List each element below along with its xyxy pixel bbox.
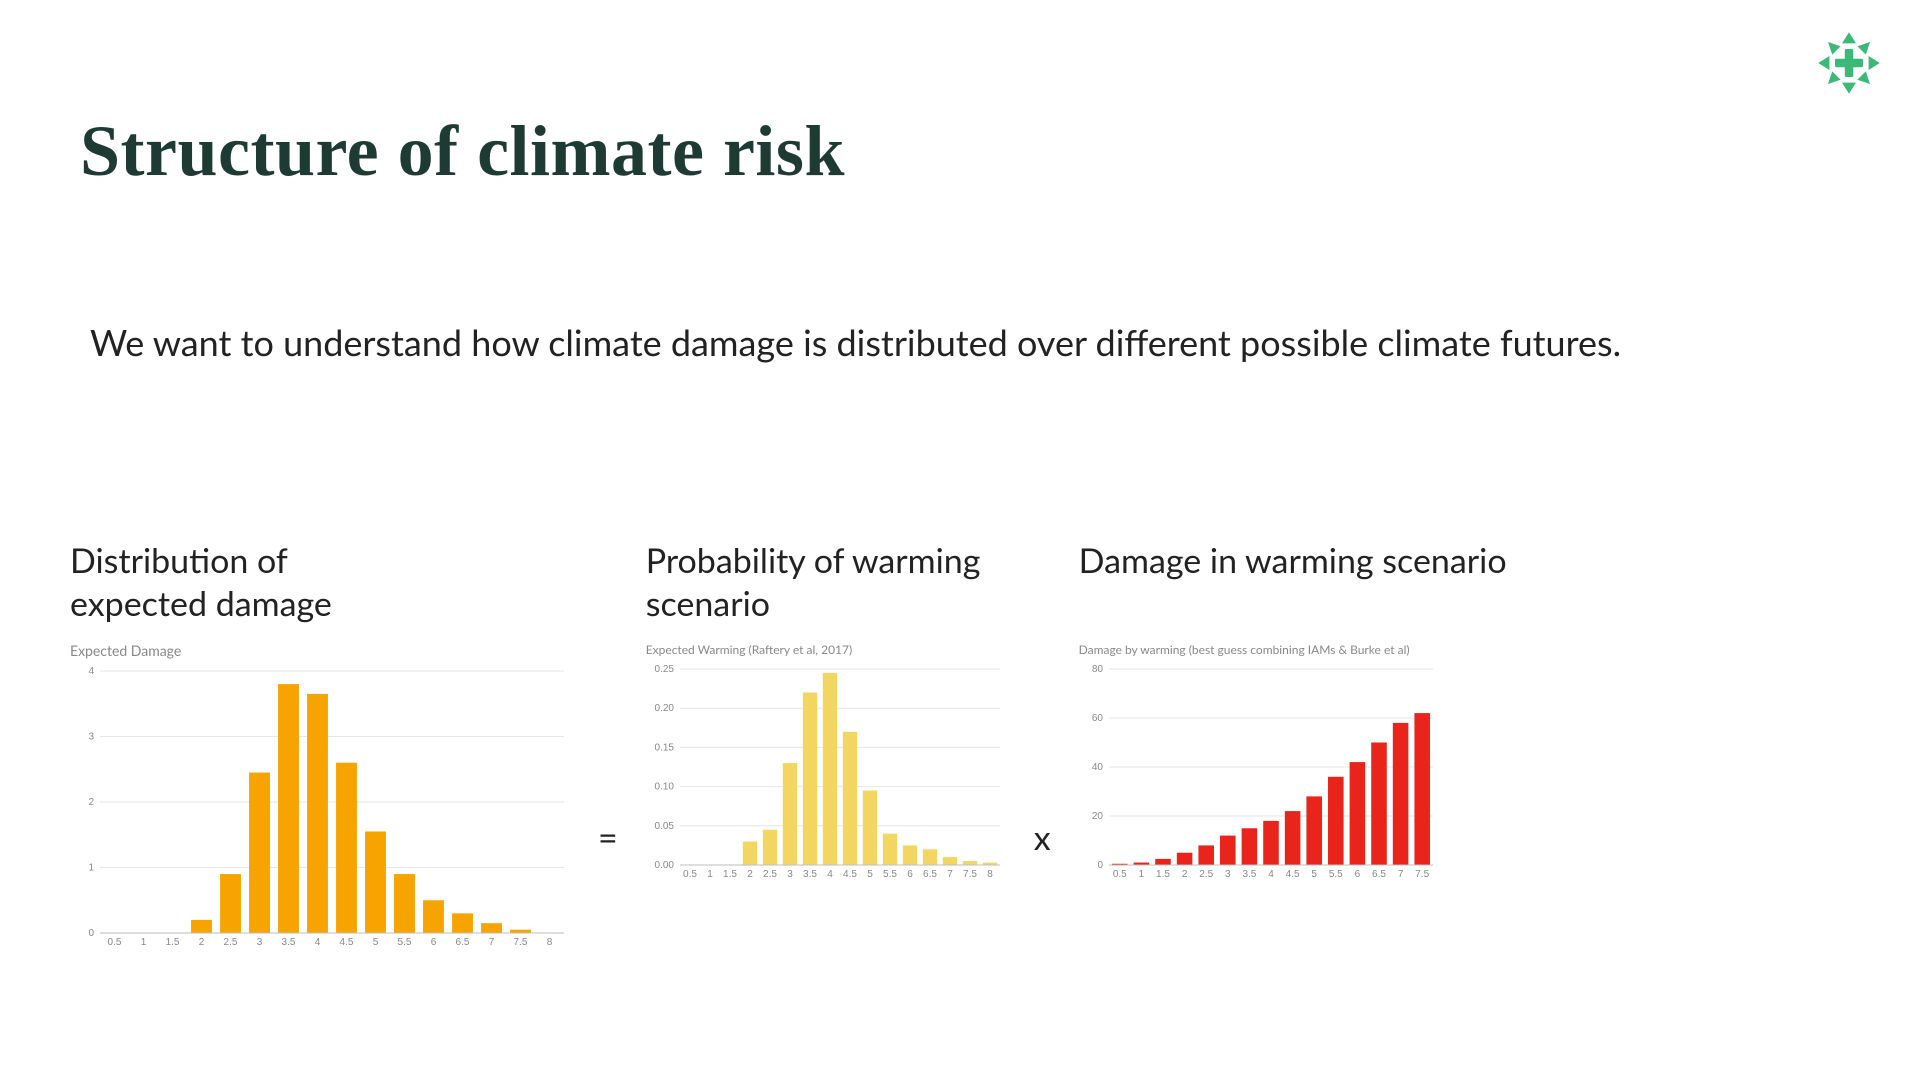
svg-text:1.5: 1.5 <box>1156 869 1170 880</box>
svg-text:2.5: 2.5 <box>763 869 777 880</box>
svg-text:20: 20 <box>1092 811 1104 822</box>
svg-text:0.5: 0.5 <box>683 869 697 880</box>
svg-text:6.5: 6.5 <box>1372 869 1386 880</box>
svg-text:4.5: 4.5 <box>340 937 354 948</box>
svg-text:7.5: 7.5 <box>963 869 977 880</box>
svg-text:3.5: 3.5 <box>803 869 817 880</box>
svg-text:0: 0 <box>88 928 94 939</box>
page-subtitle: We want to understand how climate damage… <box>90 320 1621 364</box>
equals-operator: = <box>570 637 646 858</box>
svg-text:2: 2 <box>199 937 205 948</box>
svg-text:6: 6 <box>431 937 437 948</box>
brand-logo-icon <box>1814 28 1884 98</box>
times-operator: x <box>1006 637 1079 858</box>
svg-text:3: 3 <box>1225 869 1231 880</box>
svg-text:0.20: 0.20 <box>654 703 674 714</box>
svg-text:6: 6 <box>1354 869 1360 880</box>
svg-text:7: 7 <box>947 869 953 880</box>
svg-text:0.10: 0.10 <box>654 782 674 793</box>
svg-text:0.15: 0.15 <box>654 742 674 753</box>
svg-text:2: 2 <box>747 869 753 880</box>
svg-text:7.5: 7.5 <box>1415 869 1429 880</box>
chart-expected-damage: Expected Damage012340.511.522.533.544.55… <box>70 642 570 955</box>
svg-text:3.5: 3.5 <box>282 937 296 948</box>
svg-text:8: 8 <box>987 869 993 880</box>
svg-text:0.25: 0.25 <box>654 664 674 675</box>
panel-label-damage: Distribution ofexpected damage <box>70 540 570 630</box>
chart-scenario-damage: Damage by warming (best guess combining … <box>1079 642 1439 883</box>
svg-text:2.5: 2.5 <box>1199 869 1213 880</box>
svg-text:5.5: 5.5 <box>1329 869 1343 880</box>
svg-text:2: 2 <box>1181 869 1187 880</box>
svg-text:0.05: 0.05 <box>654 821 674 832</box>
svg-text:4.5: 4.5 <box>1285 869 1299 880</box>
panel-scenario-damage: Damage in warming scenario Damage by war… <box>1079 540 1507 883</box>
slide: Structure of climate risk We want to und… <box>0 0 1920 1080</box>
svg-text:6: 6 <box>907 869 913 880</box>
svg-text:3.5: 3.5 <box>1242 869 1256 880</box>
svg-text:0: 0 <box>1097 860 1103 871</box>
panel-label-scenario: Damage in warming scenario <box>1079 540 1507 630</box>
svg-text:40: 40 <box>1092 762 1104 773</box>
svg-text:5: 5 <box>373 937 379 948</box>
svg-text:0.5: 0.5 <box>1113 869 1127 880</box>
svg-text:1: 1 <box>88 863 94 874</box>
svg-text:5.5: 5.5 <box>883 869 897 880</box>
page-title: Structure of climate risk <box>80 110 845 193</box>
svg-text:4: 4 <box>88 666 94 677</box>
svg-text:5: 5 <box>867 869 873 880</box>
svg-text:80: 80 <box>1092 664 1104 675</box>
svg-text:2.5: 2.5 <box>224 937 238 948</box>
svg-text:7: 7 <box>1397 869 1403 880</box>
svg-text:0.00: 0.00 <box>654 860 674 871</box>
svg-text:4: 4 <box>827 869 833 880</box>
svg-text:60: 60 <box>1092 713 1104 724</box>
panel-expected-damage: Distribution ofexpected damage Expected … <box>70 540 570 955</box>
svg-text:3: 3 <box>787 869 793 880</box>
svg-text:7.5: 7.5 <box>514 937 528 948</box>
chart-probability: Expected Warming (Raftery et al, 2017)0.… <box>646 642 1006 883</box>
svg-text:4: 4 <box>315 937 321 948</box>
panel-probability: Probability of warmingscenario Expected … <box>646 540 1006 883</box>
svg-text:6.5: 6.5 <box>923 869 937 880</box>
panel-label-probability: Probability of warmingscenario <box>646 540 1006 630</box>
svg-text:0.5: 0.5 <box>108 937 122 948</box>
svg-text:8: 8 <box>547 937 553 948</box>
equation-row: Distribution ofexpected damage Expected … <box>70 540 1850 955</box>
svg-text:5: 5 <box>1311 869 1317 880</box>
svg-text:1: 1 <box>1138 869 1144 880</box>
svg-text:3: 3 <box>88 732 94 743</box>
svg-text:5.5: 5.5 <box>398 937 412 948</box>
svg-text:3: 3 <box>257 937 263 948</box>
svg-text:7: 7 <box>489 937 495 948</box>
svg-text:2: 2 <box>88 797 94 808</box>
svg-text:6.5: 6.5 <box>456 937 470 948</box>
svg-text:1: 1 <box>141 937 147 948</box>
svg-text:1.5: 1.5 <box>723 869 737 880</box>
svg-text:1: 1 <box>707 869 713 880</box>
svg-text:4: 4 <box>1268 869 1274 880</box>
svg-text:1.5: 1.5 <box>166 937 180 948</box>
svg-text:4.5: 4.5 <box>843 869 857 880</box>
